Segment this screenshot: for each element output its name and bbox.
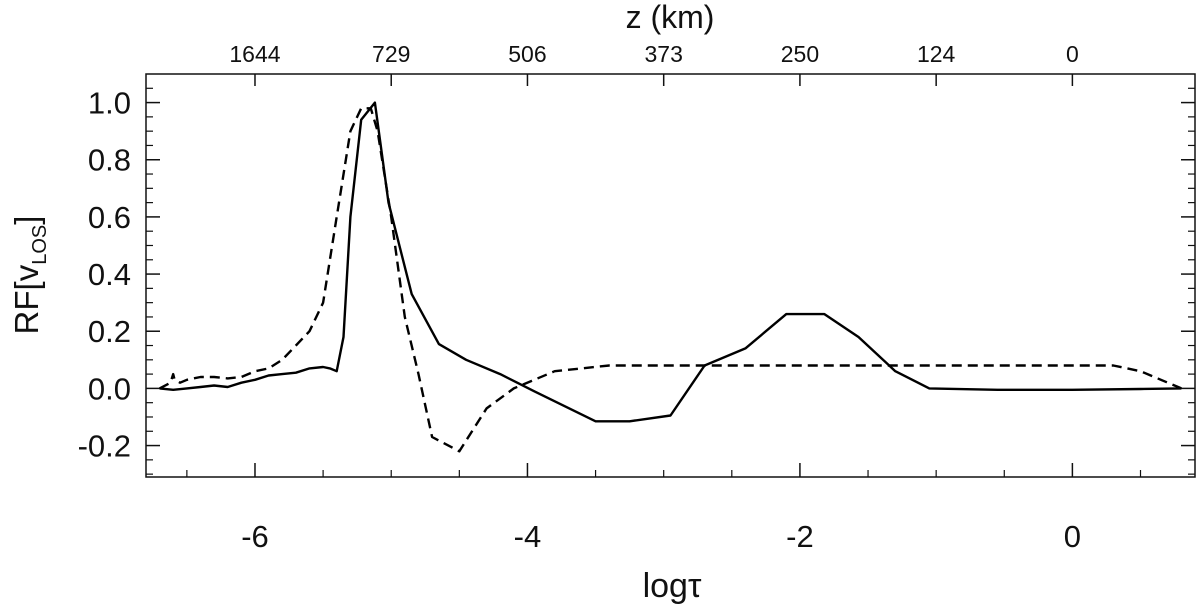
- y-tick-label: 0.2: [88, 314, 131, 349]
- plot-frame: [145, 73, 1196, 478]
- top-axis-tick-label: 0: [1066, 41, 1079, 67]
- y-tick-label: 0.8: [88, 143, 131, 178]
- series-line-dashed: [159, 107, 1182, 453]
- top-axis-tick-label: 250: [781, 41, 819, 67]
- y-tick-label: -0.2: [78, 429, 131, 464]
- x-tick-label: -4: [514, 519, 542, 554]
- y-tick-label: 0.4: [88, 257, 131, 292]
- y-axis-title-subscript: LOS: [29, 225, 51, 265]
- x-axis-title: logτ: [643, 567, 702, 605]
- top-axis-tick-label: 729: [372, 41, 410, 67]
- x-tick-label: -2: [786, 519, 814, 554]
- top-axis-tick-label: 1644: [229, 41, 280, 67]
- x-tick-label: 0: [1064, 519, 1081, 554]
- top-axis-tick-label: 506: [508, 41, 546, 67]
- top-axis-tick-label: 124: [917, 41, 956, 67]
- y-axis-title: RF[vLOS]: [8, 216, 51, 335]
- y-tick-label: 0.0: [88, 371, 131, 406]
- y-tick-label: 1.0: [88, 86, 131, 121]
- y-axis-title-main: RF[v: [8, 264, 45, 334]
- y-axis-title-close: ]: [8, 216, 45, 225]
- top-axis-tick-label: 373: [645, 41, 683, 67]
- top-axis-title: z (km): [626, 0, 715, 35]
- x-tick-label: -6: [241, 519, 269, 554]
- axis-ticks: -6 -4 -2 0 1644 729 506 373 250 124 0 -0.2 0.0 0.2 0.4…: [78, 41, 1195, 554]
- series-layer: [159, 101, 1182, 453]
- series-line-solid: [159, 101, 1182, 423]
- y-tick-label: 0.6: [88, 200, 131, 235]
